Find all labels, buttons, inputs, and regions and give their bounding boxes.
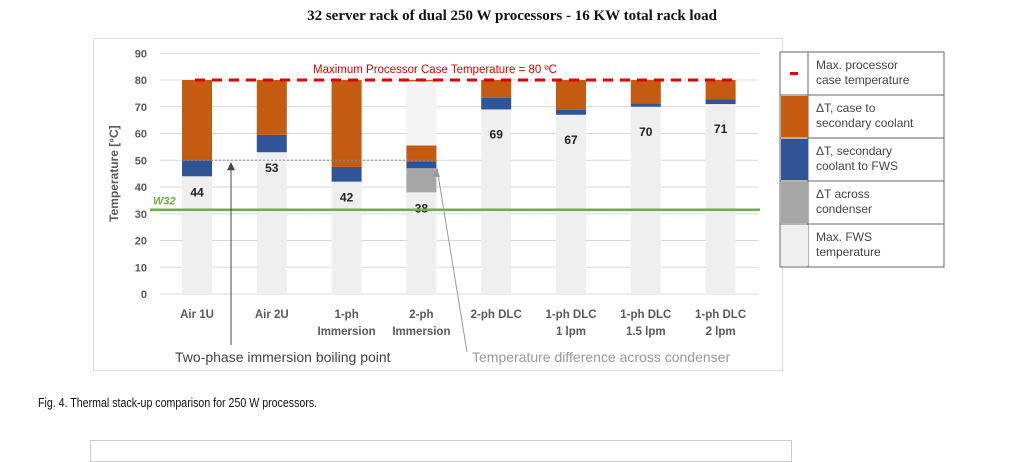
x-tick-label: 2-ph xyxy=(409,309,433,321)
bar-segment-case-to-secondary xyxy=(331,80,362,167)
data-label: 53 xyxy=(265,161,279,175)
bar-segment-case-to-secondary xyxy=(705,80,736,100)
bar-segment-secondary-to-fws xyxy=(406,161,437,169)
y-axis-label: Temperature [°C] xyxy=(107,125,121,222)
legend-label: Max. FWS temperature xyxy=(816,230,881,259)
data-label: 70 xyxy=(639,125,653,139)
data-label: 67 xyxy=(564,133,578,147)
bar-segment-secondary-to-fws xyxy=(705,99,736,105)
bar-segment-secondary-to-fws xyxy=(182,160,212,177)
y-tick-label: 40 xyxy=(135,182,147,194)
next-figure-frame xyxy=(90,440,792,462)
condenser-arrow xyxy=(436,168,468,353)
y-tick-label: 90 xyxy=(135,48,147,60)
bar-segment-secondary-to-fws xyxy=(256,134,287,153)
bar-segment-secondary-to-fws xyxy=(481,97,512,110)
data-label: 38 xyxy=(415,201,429,215)
bar-segment-fws xyxy=(481,109,512,294)
figure-caption: Fig. 4. Thermal stack-up comparison for … xyxy=(38,396,318,410)
x-tick-label: 1.5 lpm xyxy=(626,326,666,338)
bar-segment-case-to-secondary xyxy=(556,80,586,110)
x-tick-label: 1-ph DLC xyxy=(545,309,596,321)
bar-segment-fws xyxy=(256,152,287,294)
arrow-head-icon xyxy=(227,162,235,171)
y-tick-label: 60 xyxy=(135,129,147,141)
bar-segment-case-to-secondary xyxy=(406,145,437,162)
legend-swatch xyxy=(781,182,808,223)
condenser-annotation: Temperature difference across condenser xyxy=(472,349,730,365)
x-tick-label: 2 lpm xyxy=(706,326,736,338)
legend-label: ΔT, secondary coolant to FWS xyxy=(816,144,898,173)
legend-swatch xyxy=(781,139,808,180)
bar-segment-case-to-secondary xyxy=(481,80,512,98)
stacked-bar-chart: 0 10 20 30 40 50 60 70 80 90 Temperature [°C] 44 Air… xyxy=(107,48,945,365)
x-tick-label: Air 1U xyxy=(180,309,214,321)
y-tick-label: 50 xyxy=(135,155,147,167)
bar-segment-case-to-secondary xyxy=(630,80,661,104)
boiling-point-annotation: Two-phase immersion boiling point xyxy=(175,349,391,365)
y-tick-label: 10 xyxy=(135,262,147,274)
x-tick-label: 1-ph DLC xyxy=(620,309,671,321)
x-tick-label: Immersion xyxy=(392,326,450,338)
bar-segment-fws xyxy=(630,106,661,294)
bar-segment-fws xyxy=(705,104,736,294)
figure-title: 32 server rack of dual 250 W processors … xyxy=(307,8,717,24)
y-tick-label: 70 xyxy=(135,102,147,114)
y-tick-label: 80 xyxy=(135,75,147,87)
x-tick-label: Air 2U xyxy=(255,309,289,321)
bar-segment-fws xyxy=(331,181,362,294)
x-tick-label: 1 lpm xyxy=(556,326,586,338)
bar-segment-secondary-to-fws xyxy=(556,109,586,115)
y-tick-label: 30 xyxy=(135,209,147,221)
data-label: 44 xyxy=(190,185,204,199)
legend-label: ΔT, case to secondary coolant xyxy=(816,101,914,130)
legend-row xyxy=(779,51,945,96)
w32-label: W32 xyxy=(153,196,176,208)
x-tick-label: 1-ph DLC xyxy=(695,309,746,321)
legend-swatch xyxy=(781,225,808,266)
bar-segment-fws xyxy=(556,114,586,295)
y-tick-label: 20 xyxy=(135,236,147,248)
bar-segment-secondary-to-fws xyxy=(331,166,362,182)
bar-segment-condenser xyxy=(406,168,437,193)
y-tick-label: 0 xyxy=(141,289,147,301)
legend-label: Max. processor case temperature xyxy=(816,58,910,87)
bar-segment-fws xyxy=(182,176,212,294)
bar-segment-case-to-secondary xyxy=(256,80,287,135)
legend-label: ΔT across condenser xyxy=(816,187,872,216)
data-label: 42 xyxy=(340,191,354,205)
arrow-head-icon xyxy=(432,168,440,178)
x-tick-label: Immersion xyxy=(318,326,376,338)
x-tick-label: 1-ph xyxy=(334,309,358,321)
legend-swatch xyxy=(781,96,808,137)
legend-swatch-dash xyxy=(790,72,798,75)
data-label: 71 xyxy=(714,122,728,136)
max-case-temperature-label: Maximum Processor Case Temperature = 80 … xyxy=(313,64,557,76)
data-label: 69 xyxy=(490,127,504,141)
bar-segment-secondary-to-fws xyxy=(630,103,661,107)
bar-segment-case-to-secondary xyxy=(182,80,212,161)
x-tick-label: 2-ph DLC xyxy=(471,309,522,321)
